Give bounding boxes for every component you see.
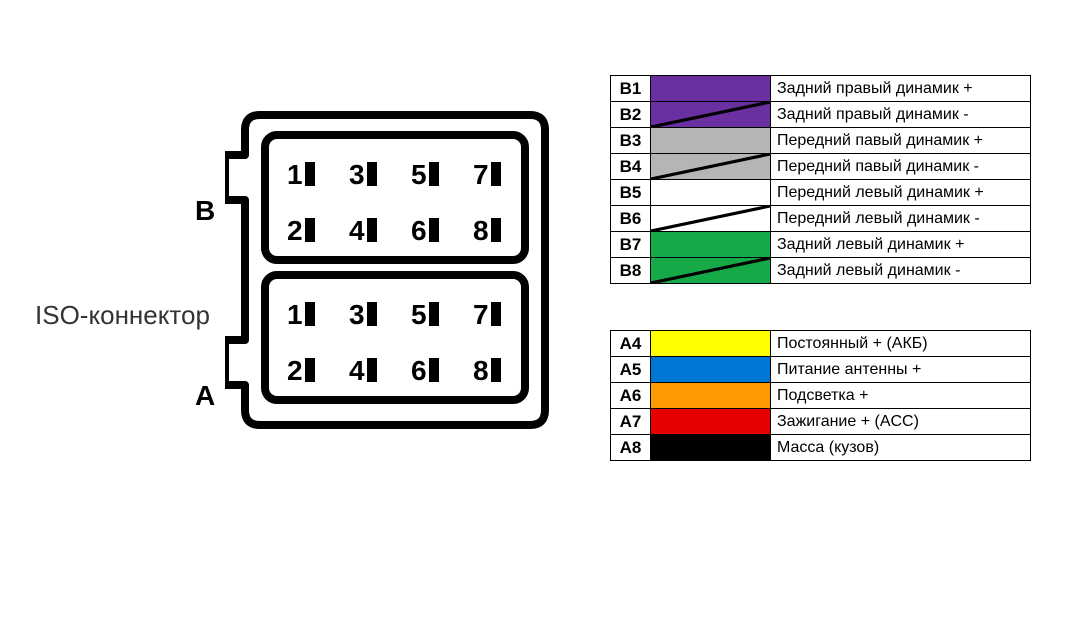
legend-pin: A5	[611, 357, 651, 383]
svg-text:5: 5	[411, 159, 427, 190]
legend-pin: A8	[611, 435, 651, 461]
legend-row: B6 Передний левый динамик -	[611, 206, 1031, 232]
legend-color-swatch	[651, 383, 771, 409]
legend-description: Передний павый динамик +	[771, 128, 1031, 154]
legend-row: B3 Передний павый динамик +	[611, 128, 1031, 154]
legend-color-swatch	[651, 154, 771, 180]
legend-color-swatch	[651, 76, 771, 102]
legend-color-swatch	[651, 232, 771, 258]
svg-text:2: 2	[287, 215, 303, 246]
legend-pin: B4	[611, 154, 651, 180]
legend-description: Постоянный + (АКБ)	[771, 331, 1031, 357]
legend-color-swatch	[651, 435, 771, 461]
legend-description: Задний левый динамик -	[771, 258, 1031, 284]
svg-text:4: 4	[349, 355, 365, 386]
legend-pin: B5	[611, 180, 651, 206]
legend-pin: B2	[611, 102, 651, 128]
port-label-b: B	[195, 195, 215, 227]
legend-pin: B6	[611, 206, 651, 232]
legend-color-swatch	[651, 206, 771, 232]
legend-pin: B3	[611, 128, 651, 154]
legend-pin: A4	[611, 331, 651, 357]
legend-row: B5 Передний левый динамик +	[611, 180, 1031, 206]
svg-text:3: 3	[349, 299, 365, 330]
svg-text:3: 3	[349, 159, 365, 190]
legend-a: A4Постоянный + (АКБ)A5Питание антенны +A…	[610, 330, 1031, 461]
legend-row: B8 Задний левый динамик -	[611, 258, 1031, 284]
svg-text:8: 8	[473, 355, 489, 386]
svg-text:6: 6	[411, 215, 427, 246]
legend-row: B4 Передний павый динамик -	[611, 154, 1031, 180]
legend-color-swatch	[651, 331, 771, 357]
legend-color-swatch	[651, 409, 771, 435]
legend-color-swatch	[651, 180, 771, 206]
connector-title: ISO-коннектор	[35, 300, 210, 331]
svg-text:1: 1	[287, 159, 303, 190]
svg-text:2: 2	[287, 355, 303, 386]
legend-row: A4 Постоянный + (АКБ)	[611, 331, 1031, 357]
svg-text:8: 8	[473, 215, 489, 246]
legend-description: Задний правый динамик -	[771, 102, 1031, 128]
svg-text:6: 6	[411, 355, 427, 386]
legend-row: A8 Масса (кузов)	[611, 435, 1031, 461]
legend-row: A6 Подсветка +	[611, 383, 1031, 409]
legend-description: Передний левый динамик +	[771, 180, 1031, 206]
legend-description: Подсветка +	[771, 383, 1031, 409]
legend-row: B1 Задний правый динамик +	[611, 76, 1031, 102]
svg-text:7: 7	[473, 299, 489, 330]
legend-pin: B8	[611, 258, 651, 284]
iso-connector-diagram: 1 3 5 7 2 4 6 8 1 3 5 7 2 4 6 8	[225, 100, 565, 440]
legend-row: A5 Питание антенны +	[611, 357, 1031, 383]
legend-row: A7 Зажигание + (ACC)	[611, 409, 1031, 435]
legend-color-swatch	[651, 128, 771, 154]
svg-text:1: 1	[287, 299, 303, 330]
svg-text:4: 4	[349, 215, 365, 246]
legend-pin: A6	[611, 383, 651, 409]
legend-color-swatch	[651, 258, 771, 284]
legend-row: B2 Задний правый динамик -	[611, 102, 1031, 128]
legend-description: Зажигание + (ACC)	[771, 409, 1031, 435]
legend-description: Передний левый динамик -	[771, 206, 1031, 232]
legend-description: Передний павый динамик -	[771, 154, 1031, 180]
legend-pin: B1	[611, 76, 651, 102]
port-label-a: A	[195, 380, 215, 412]
legend-description: Задний левый динамик +	[771, 232, 1031, 258]
legend-pin: B7	[611, 232, 651, 258]
legend-description: Задний правый динамик +	[771, 76, 1031, 102]
legend-description: Масса (кузов)	[771, 435, 1031, 461]
svg-text:7: 7	[473, 159, 489, 190]
legend-b: B1 Задний правый динамик + B2 Задний правый…	[610, 75, 1031, 284]
legend-color-swatch	[651, 102, 771, 128]
svg-text:5: 5	[411, 299, 427, 330]
legend-color-swatch	[651, 357, 771, 383]
legend-pin: A7	[611, 409, 651, 435]
legend-row: B7 Задний левый динамик +	[611, 232, 1031, 258]
legend-description: Питание антенны +	[771, 357, 1031, 383]
